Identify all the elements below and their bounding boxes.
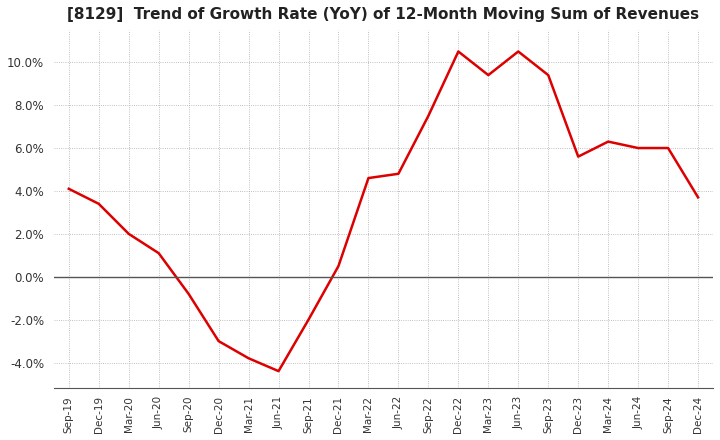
Title: [8129]  Trend of Growth Rate (YoY) of 12-Month Moving Sum of Revenues: [8129] Trend of Growth Rate (YoY) of 12-…	[68, 7, 700, 22]
